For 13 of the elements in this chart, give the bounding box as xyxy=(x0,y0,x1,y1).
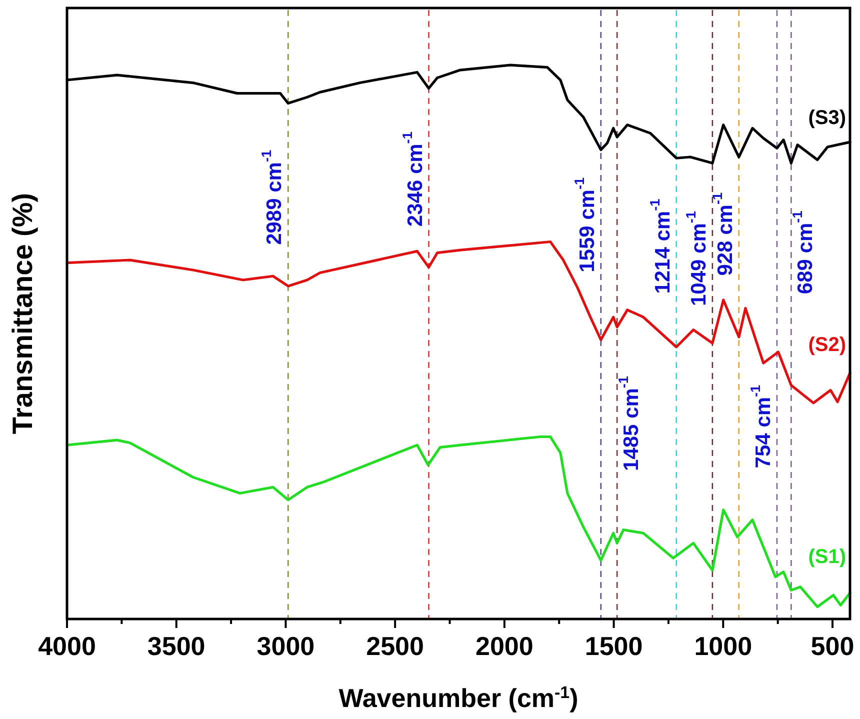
x-tick-label: 4000 xyxy=(38,631,96,661)
series-label: (S1) xyxy=(808,546,846,568)
x-tick-label: 1500 xyxy=(584,631,643,661)
x-tick-label: 500 xyxy=(810,631,854,661)
series-label: (S2) xyxy=(808,334,846,356)
x-tick-label: 2500 xyxy=(366,631,424,661)
x-tick-label: 2000 xyxy=(476,631,534,661)
series-label: (S3) xyxy=(808,107,846,130)
x-axis-title: Wavenumber (cm$^{-1}$) xyxy=(338,682,578,713)
x-tick-label: 1000 xyxy=(694,631,752,661)
y-axis-title: Transmittance (%) xyxy=(7,192,38,434)
x-tick-label: 3500 xyxy=(147,631,206,661)
x-tick-label: 3000 xyxy=(256,631,315,661)
